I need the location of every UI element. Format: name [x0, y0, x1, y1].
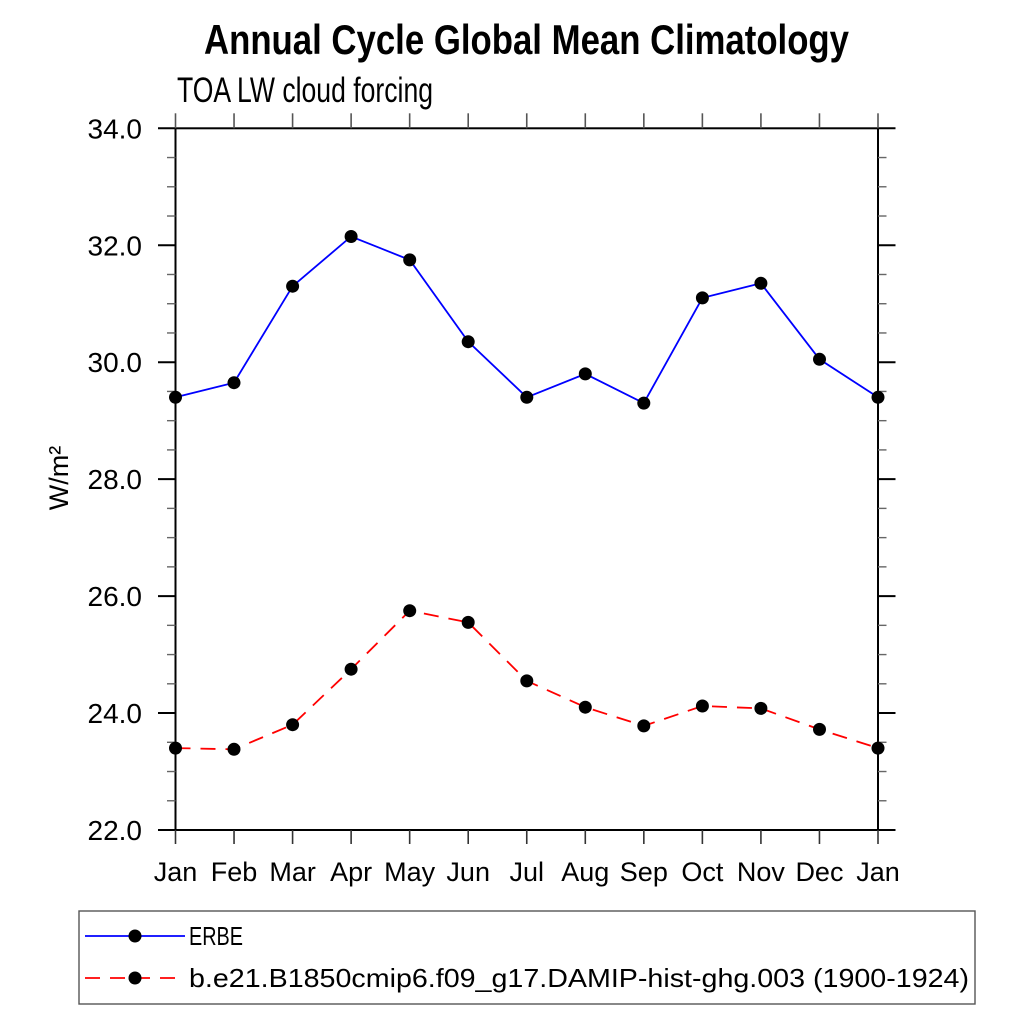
- series-1-point-Sep: [637, 719, 651, 733]
- series-0-point-Aug: [578, 367, 592, 381]
- x-tick-label: Aug: [561, 857, 609, 887]
- x-tick-label: Dec: [795, 857, 843, 887]
- x-tick-label: Jul: [509, 857, 544, 887]
- series-0-point-Sep: [637, 396, 651, 410]
- series-0-point-Jan: [169, 390, 182, 404]
- series-1-point-Dec: [813, 722, 826, 736]
- x-tick-label: Oct: [681, 857, 724, 887]
- series-1-point-Jun: [461, 615, 475, 629]
- series-1-point-Oct: [695, 699, 709, 713]
- series-1-point-Apr: [344, 662, 358, 676]
- x-tick-label: Apr: [330, 857, 372, 887]
- series-1-point-Jan: [169, 741, 182, 755]
- plot-frame: [174, 127, 879, 832]
- plot-axes: 22.0 24.0 26.0 28.0 30.0 32.0 34.0 Jan Feb Mar Apr…: [88, 113, 900, 887]
- y-axis-label: W/m²: [44, 446, 74, 510]
- x-tick-label: Feb: [211, 857, 258, 887]
- y-tick-label: 22.0: [88, 815, 143, 846]
- x-tick-label: Sep: [620, 857, 668, 887]
- series-1-point-Mar: [286, 718, 300, 732]
- chart-subtitle: TOA LW cloud forcing: [177, 71, 433, 110]
- series-0-point-Jan: [871, 390, 885, 404]
- series-0-point-Oct: [695, 291, 709, 305]
- series-0-point-Mar: [286, 279, 300, 293]
- x-tick-label: May: [384, 857, 436, 887]
- series-1-point-Jan: [871, 741, 885, 755]
- x-tick-label: Jan: [154, 857, 198, 887]
- legend-label-erbe: ERBE: [189, 921, 243, 951]
- series-0-point-Feb: [227, 376, 241, 390]
- series-1-point-Feb: [227, 742, 241, 756]
- series-0-point-Apr: [344, 230, 358, 243]
- legend: ERBE b.e21.B1850cmip6.f09_g17.DAMIP-hist…: [78, 910, 976, 1005]
- y-tick-label: 28.0: [88, 464, 143, 495]
- legend-item-model: b.e21.B1850cmip6.f09_g17.DAMIP-hist-ghg.…: [85, 963, 969, 993]
- y-tick-label: 30.0: [88, 347, 143, 378]
- series-line-0: [175, 235, 879, 405]
- series-0-point-May: [403, 253, 417, 267]
- series-1-point-Nov: [754, 701, 768, 715]
- legend-marker-erbe: [128, 929, 142, 943]
- series-0-point-Jul: [520, 390, 534, 404]
- series-0-point-Jun: [461, 335, 475, 349]
- y-tick-label: 34.0: [88, 113, 143, 144]
- x-tick-label: Mar: [269, 857, 316, 887]
- chart-title: Annual Cycle Global Mean Climatology: [204, 16, 850, 63]
- legend-label-model: b.e21.B1850cmip6.f09_g17.DAMIP-hist-ghg.…: [189, 963, 969, 993]
- y-tick-label: 24.0: [88, 698, 143, 729]
- series-0-point-Nov: [754, 276, 768, 290]
- x-tick-label: Jan: [856, 857, 900, 887]
- x-tick-label: Jun: [446, 857, 490, 887]
- legend-marker-model: [128, 971, 142, 985]
- y-tick-label: 26.0: [88, 581, 143, 612]
- legend-item-erbe: ERBE: [85, 921, 243, 951]
- series-1-point-Aug: [578, 700, 592, 714]
- data-series: [169, 230, 885, 756]
- y-tick-label: 32.0: [88, 230, 143, 261]
- series-1-point-Jul: [520, 674, 534, 688]
- series-1-point-May: [403, 604, 417, 618]
- x-tick-label: Nov: [737, 857, 786, 887]
- series-0-point-Dec: [813, 352, 826, 366]
- legend-box: [78, 910, 976, 1005]
